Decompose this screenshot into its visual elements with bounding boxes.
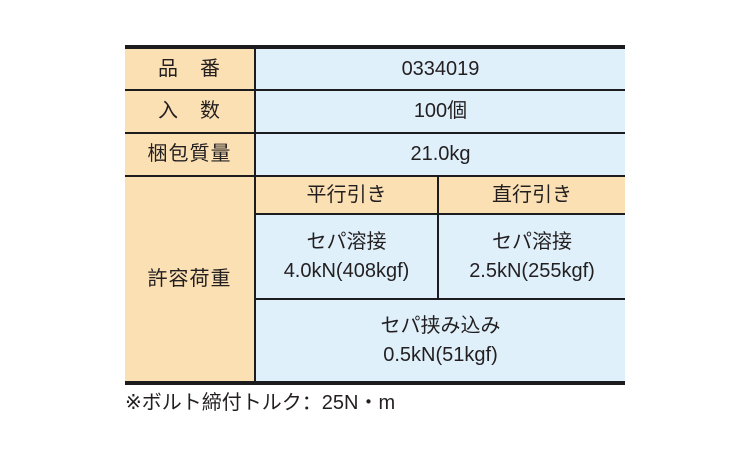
cell-line-type: セパ溶接 bbox=[492, 230, 572, 253]
bolt-torque-footnote: ※ボルト締付トルク：25N・m bbox=[125, 392, 396, 414]
table-row: 入 数 100個 bbox=[125, 89, 625, 134]
cell-line-type: セパ挟み込み bbox=[380, 314, 501, 337]
table-row: セパ溶接 4.0kN(408kgf) セパ溶接 2.5kN(255kgf) bbox=[125, 213, 625, 300]
spec-table: 品 番 0334019 入 数 100個 梱包質量 21.0kg 許容荷重 平行… bbox=[125, 45, 625, 385]
cell-line-value: 2.5kN(255kgf) bbox=[469, 259, 595, 282]
table-row: セパ挟み込み 0.5kN(51kgf) bbox=[125, 298, 625, 384]
cell-separator-clamp: セパ挟み込み 0.5kN(51kgf) bbox=[254, 298, 625, 384]
col-header-perpendicular-pull: 直行引き bbox=[437, 175, 625, 215]
row-label-packing-weight: 梱包質量 bbox=[125, 132, 256, 177]
value-quantity: 100個 bbox=[254, 89, 625, 134]
row-label-part-number: 品 番 bbox=[125, 46, 256, 91]
cell-separator-weld-perpendicular: セパ溶接 2.5kN(255kgf) bbox=[437, 213, 625, 300]
cell-separator-weld-parallel: セパ溶接 4.0kN(408kgf) bbox=[254, 213, 439, 300]
row-label-quantity: 入 数 bbox=[125, 89, 256, 134]
table-row: 許容荷重 平行引き 直行引き bbox=[125, 175, 625, 384]
col-header-parallel-pull: 平行引き bbox=[254, 175, 439, 215]
cell-line-value: 4.0kN(408kgf) bbox=[283, 259, 410, 282]
cell-line-value: 0.5kN(51kgf) bbox=[383, 343, 498, 366]
value-part-number: 0334019 bbox=[254, 46, 625, 91]
row-label-allowable-load: 許容荷重 bbox=[125, 175, 256, 384]
table-row: 梱包質量 21.0kg bbox=[125, 132, 625, 177]
cell-line-type: セパ溶接 bbox=[306, 230, 387, 253]
value-packing-weight: 21.0kg bbox=[254, 132, 625, 177]
table-row: 品 番 0334019 bbox=[125, 46, 625, 91]
